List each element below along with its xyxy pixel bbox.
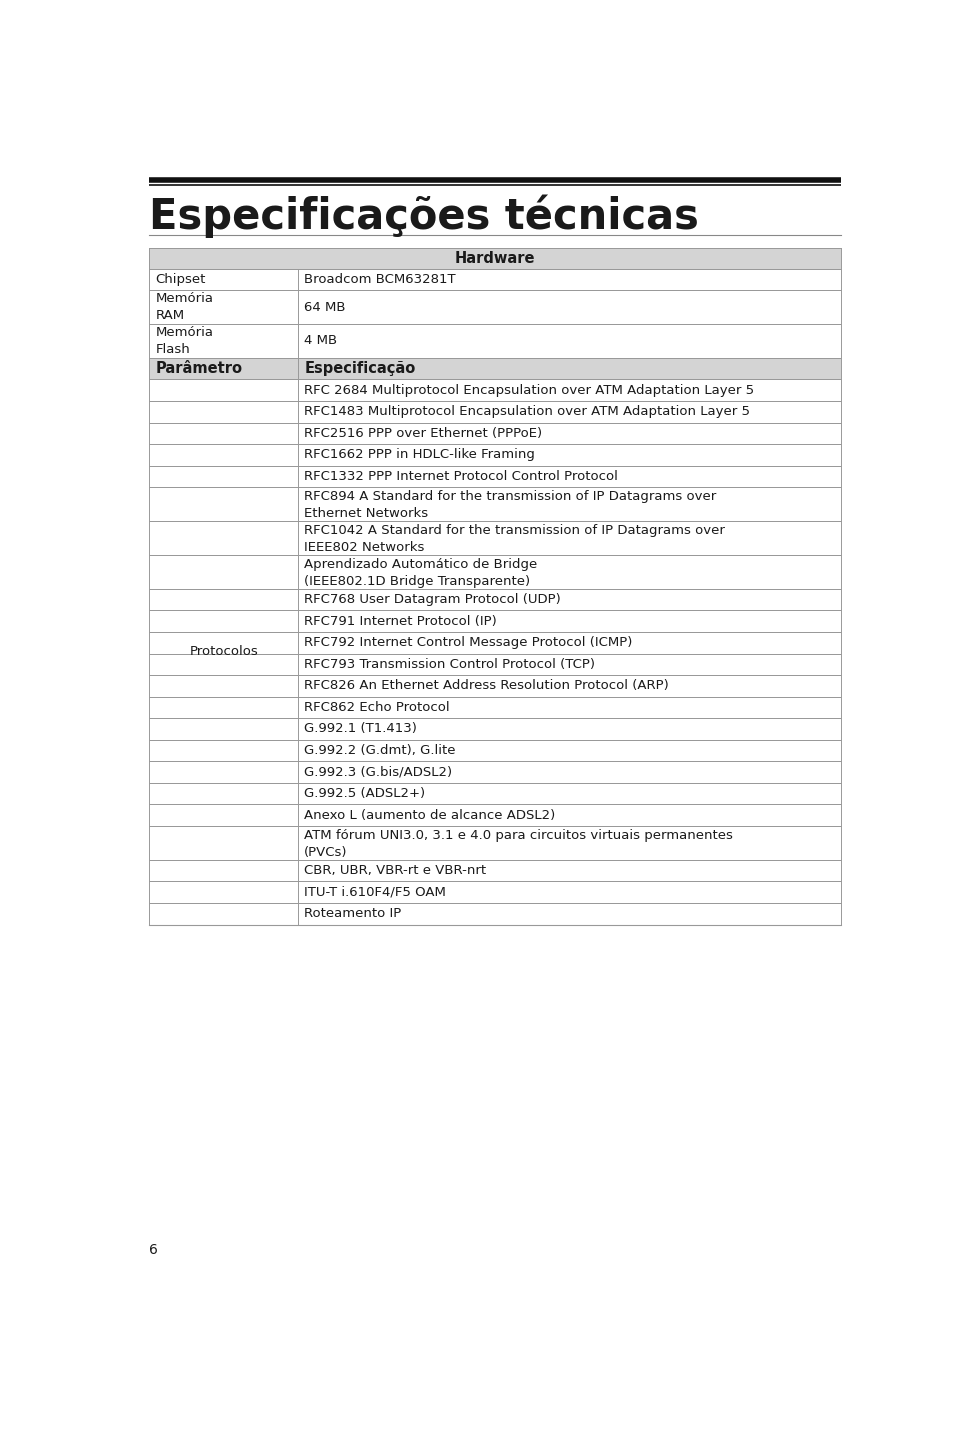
Bar — [150, 379, 841, 402]
Text: Broadcom BCM63281T: Broadcom BCM63281T — [304, 273, 456, 286]
Text: RFC791 Internet Protocol (IP): RFC791 Internet Protocol (IP) — [304, 614, 497, 627]
Text: CBR, UBR, VBR-rt e VBR-nrt: CBR, UBR, VBR-rt e VBR-nrt — [304, 865, 487, 877]
Bar — [150, 826, 841, 860]
Bar — [150, 522, 841, 554]
Text: Aprendizado Automático de Bridge
(IEEE802.1D Bridge Transparente): Aprendizado Automático de Bridge (IEEE80… — [304, 557, 538, 587]
Bar — [150, 249, 841, 269]
Text: 6: 6 — [150, 1243, 158, 1258]
Text: ITU-T i.610F4/F5 OAM: ITU-T i.610F4/F5 OAM — [304, 886, 446, 899]
Text: Especificação: Especificação — [304, 362, 416, 376]
Text: 64 MB: 64 MB — [304, 300, 346, 313]
Text: RFC1042 A Standard for the transmission of IP Datagrams over
IEEE802 Networks: RFC1042 A Standard for the transmission … — [304, 524, 725, 553]
Text: Especificações técnicas: Especificações técnicas — [150, 194, 699, 239]
Text: Chipset: Chipset — [156, 273, 206, 286]
Bar — [150, 589, 841, 610]
Bar — [150, 324, 841, 357]
Bar — [150, 423, 841, 444]
Text: Parâmetro: Parâmetro — [156, 362, 243, 376]
Text: RFC1483 Multiprotocol Encapsulation over ATM Adaptation Layer 5: RFC1483 Multiprotocol Encapsulation over… — [304, 406, 751, 419]
Bar — [150, 653, 841, 674]
Text: Roteamento IP: Roteamento IP — [304, 907, 401, 920]
Bar — [150, 554, 841, 589]
Bar — [150, 882, 841, 903]
Text: RFC894 A Standard for the transmission of IP Datagrams over
Ethernet Networks: RFC894 A Standard for the transmission o… — [304, 490, 716, 520]
Text: RFC2516 PPP over Ethernet (PPPoE): RFC2516 PPP over Ethernet (PPPoE) — [304, 427, 542, 440]
Bar — [150, 487, 841, 522]
Text: RFC 2684 Multiprotocol Encapsulation over ATM Adaptation Layer 5: RFC 2684 Multiprotocol Encapsulation ove… — [304, 383, 755, 397]
Bar — [150, 466, 841, 487]
Text: Memória
Flash: Memória Flash — [156, 326, 214, 356]
Bar — [150, 805, 841, 826]
Bar — [150, 860, 841, 882]
Text: 4 MB: 4 MB — [304, 334, 337, 347]
Text: RFC862 Echo Protocol: RFC862 Echo Protocol — [304, 700, 450, 714]
Text: RFC1662 PPP in HDLC-like Framing: RFC1662 PPP in HDLC-like Framing — [304, 449, 535, 462]
Bar — [150, 269, 841, 290]
Bar — [150, 903, 841, 925]
Bar — [150, 783, 841, 805]
Bar — [150, 719, 841, 740]
Bar — [150, 674, 841, 696]
Text: Anexo L (aumento de alcance ADSL2): Anexo L (aumento de alcance ADSL2) — [304, 809, 556, 822]
Text: RFC826 An Ethernet Address Resolution Protocol (ARP): RFC826 An Ethernet Address Resolution Pr… — [304, 679, 669, 692]
Text: Memória
RAM: Memória RAM — [156, 293, 214, 322]
Text: G.992.1 (T1.413): G.992.1 (T1.413) — [304, 723, 418, 736]
Text: RFC793 Transmission Control Protocol (TCP): RFC793 Transmission Control Protocol (TC… — [304, 657, 595, 670]
Bar — [150, 696, 841, 719]
Bar — [150, 402, 841, 423]
Bar — [150, 632, 841, 653]
Text: RFC768 User Datagram Protocol (UDP): RFC768 User Datagram Protocol (UDP) — [304, 593, 561, 606]
Text: G.992.2 (G.dmt), G.lite: G.992.2 (G.dmt), G.lite — [304, 745, 456, 757]
Text: RFC792 Internet Control Message Protocol (ICMP): RFC792 Internet Control Message Protocol… — [304, 636, 633, 649]
Text: Protocolos: Protocolos — [189, 646, 258, 659]
Bar — [150, 357, 841, 379]
Bar — [150, 740, 841, 762]
Text: G.992.5 (ADSL2+): G.992.5 (ADSL2+) — [304, 787, 425, 800]
Bar — [150, 444, 841, 466]
Bar — [150, 762, 841, 783]
Text: G.992.3 (G.bis/ADSL2): G.992.3 (G.bis/ADSL2) — [304, 766, 452, 779]
Text: Hardware: Hardware — [455, 252, 536, 266]
Text: ATM fórum UNI3.0, 3.1 e 4.0 para circuitos virtuais permanentes
(PVCs): ATM fórum UNI3.0, 3.1 e 4.0 para circuit… — [304, 829, 733, 859]
Text: RFC1332 PPP Internet Protocol Control Protocol: RFC1332 PPP Internet Protocol Control Pr… — [304, 470, 618, 483]
Bar — [150, 290, 841, 324]
Bar — [150, 610, 841, 632]
